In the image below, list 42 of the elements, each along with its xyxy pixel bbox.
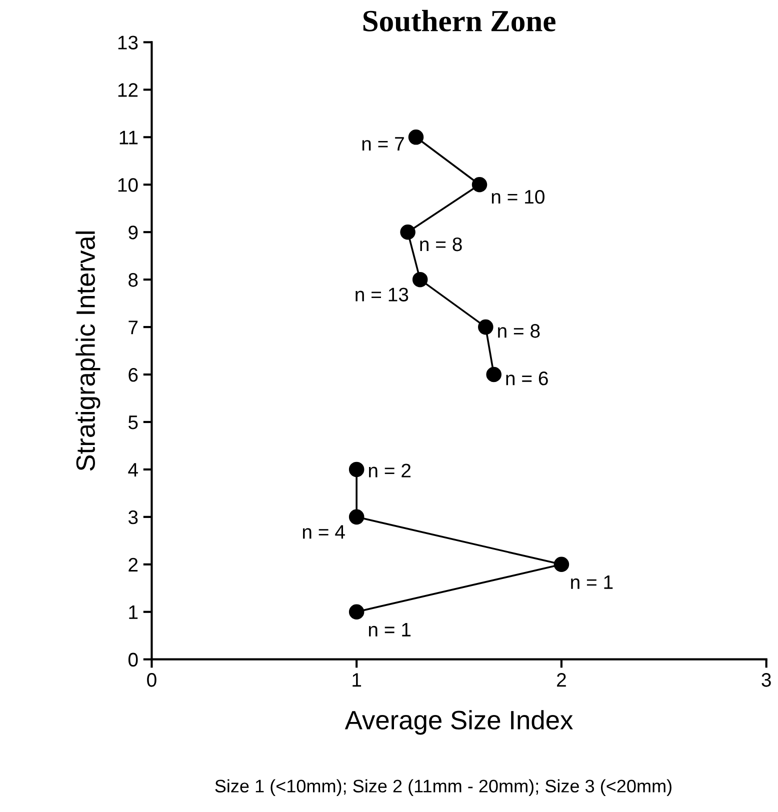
annotation: n = 8: [498, 324, 540, 338]
y-tick-label: 4: [128, 463, 138, 477]
annotation: n = 10: [492, 190, 544, 204]
x-tick-label: 1: [352, 673, 362, 687]
y-tick-label: 5: [128, 416, 138, 430]
annotation: n = 7: [362, 137, 404, 151]
y-tick-label: 11: [120, 130, 138, 144]
annotation: n = 1: [571, 576, 613, 589]
annotation: n = 4: [302, 525, 345, 539]
annotation: n = 13: [356, 288, 408, 302]
x-tick-label: 3: [762, 673, 771, 687]
y-tick-label: 7: [128, 320, 138, 334]
annotation: n = 1: [368, 622, 411, 636]
y-tick-label: 9: [128, 226, 138, 240]
annotation: n = 6: [506, 372, 548, 386]
x-tick-label: 2: [557, 673, 566, 687]
y-axis-title: Stratigraphic Interval: [76, 232, 100, 471]
x-tick-label: 0: [147, 673, 156, 687]
y-tick-label: 6: [128, 368, 138, 382]
annotation: n = 8: [420, 237, 462, 252]
point: [486, 366, 502, 382]
point: [478, 319, 494, 335]
point: [348, 509, 364, 525]
point: [412, 272, 428, 288]
point: [554, 556, 570, 572]
y-tick-label: 12: [118, 83, 138, 97]
point: [348, 604, 364, 620]
point: [400, 224, 416, 240]
point: [472, 176, 488, 192]
point: [408, 130, 424, 145]
point: [348, 462, 364, 478]
y-tick-label: 13: [118, 36, 138, 50]
y-tick-label: 8: [128, 273, 138, 287]
chart-title: Southern Zone: [363, 10, 556, 32]
text: Size 1 (<10mm); Size 2 (11mm - 20mm); Size 3 (<20mm): [215, 779, 672, 796]
x-axis-title: Average Size Index: [344, 710, 573, 735]
y-tick-label: 10: [118, 178, 138, 192]
annotation: n = 2: [368, 464, 411, 478]
y-tick-label: 3: [128, 510, 138, 524]
y-tick-label: 2: [128, 558, 138, 572]
y-tick-label: 1: [129, 606, 138, 619]
y-tick-label: 0: [128, 652, 138, 667]
